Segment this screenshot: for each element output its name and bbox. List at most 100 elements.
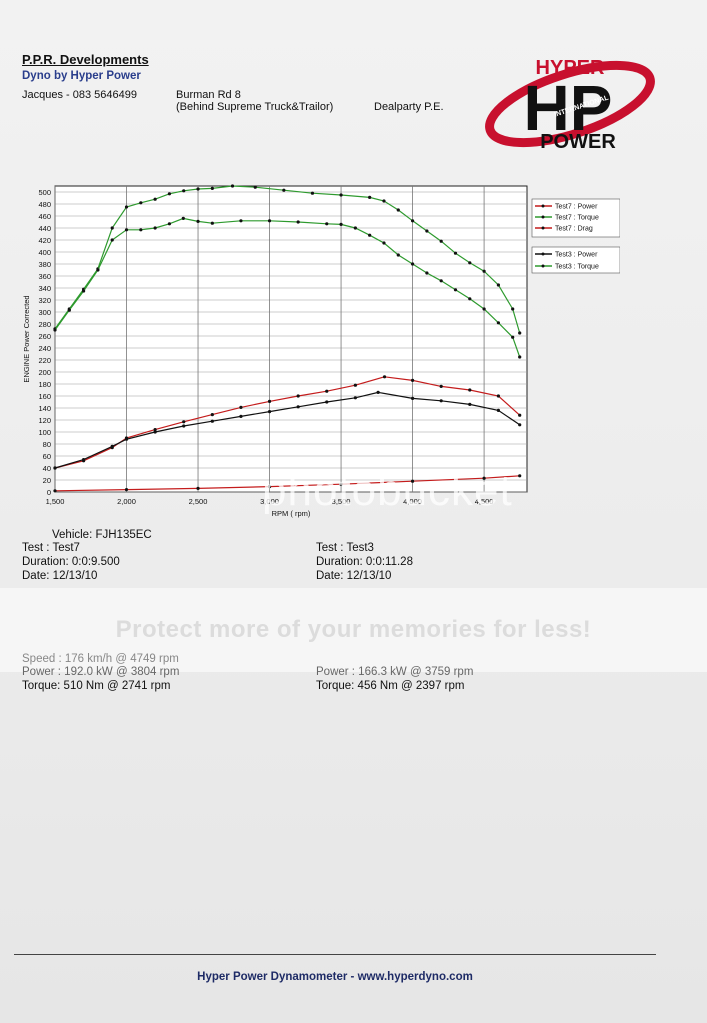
data-point [82,458,86,462]
plot-area [54,185,528,493]
series-line-4 [54,217,521,358]
data-point [82,289,86,293]
data-point [153,226,157,230]
y-tick-label: 220 [38,356,51,365]
photobucket-watermark: photobucket [262,466,513,515]
data-point [239,414,243,418]
data-point [53,328,57,332]
data-point [339,222,343,226]
test3-power-result: Power : 166.3 kW @ 3759 rpm [316,666,474,678]
x-tick-label: 3,500 [332,497,351,506]
data-point [153,428,157,432]
data-point [239,405,243,409]
data-point [410,219,415,223]
data-point [482,269,486,273]
data-point [230,184,235,188]
dyno-chart: 0 20 40 60 80 100 120 140 160 180 200 220 240 260 280 3… [22,184,620,518]
x-tick-label: 4,000 [403,497,422,506]
y-tick-label: 180 [38,380,51,389]
data-point [296,394,300,398]
test3-name: Test : Test3 [316,542,374,554]
promo-banner-text[interactable]: Protect more of your memories for less! [115,616,592,643]
chart-axes: 0 20 40 60 80 100 120 140 160 180 200 220 240 260 280 3… [22,188,493,518]
y-tick-label: 440 [38,224,51,233]
data-point [325,389,329,393]
vehicle-label: Vehicle: FJH135EC [52,529,152,541]
data-point [518,331,522,335]
data-point [496,283,500,287]
test3-torque-result: Torque: 456 Nm @ 2397 rpm [316,680,465,692]
data-point [139,201,143,205]
data-point [439,239,443,243]
test3-duration: Duration: 0:0:11.28 [316,556,413,568]
logo-bottom-text: POWER [540,131,616,152]
y-tick-label: 460 [38,212,51,221]
test7-power-result: Power : 192.0 kW @ 3804 rpm [22,666,180,678]
chart-legend: Test7 : Power Test7 : Torque Test7 : Drag T… [531,198,620,274]
test3-info: Test : Test3 Duration: 0:0:11.28 Date: 1… [316,541,413,583]
y-tick-label: 320 [38,296,51,305]
data-point [124,228,129,232]
test7-torque-result: Torque: 510 Nm @ 2741 rpm [22,680,171,692]
address-line-1: Burman Rd 8 [176,89,241,101]
data-point [339,193,343,197]
data-point [210,186,214,190]
y-tick-label: 280 [38,320,51,329]
data-point [468,297,472,301]
data-point [410,378,415,382]
company-name: P.P.R. Developments [22,52,149,67]
data-point [267,219,272,223]
contact-line: Jacques - 083 5646499 [22,89,137,101]
series-line-0 [54,376,521,469]
y-tick-label: 340 [38,284,51,293]
y-tick-label: 80 [43,440,51,449]
data-point [139,228,143,232]
y-tick-label: 120 [38,416,51,425]
data-point [182,420,186,424]
legend-entry: Test7 : Drag [555,226,593,233]
hyper-power-logo: HYPER HP INTERNATIONAL POWER [485,57,655,152]
data-point [182,424,186,428]
data-point [210,413,214,417]
x-axis-label: RPM ( rpm) [272,509,311,518]
data-point [196,187,200,191]
speed-result: Speed : 176 km/h @ 4749 rpm [22,653,179,665]
data-point [496,321,500,325]
test3-date: Date: 12/13/10 [316,570,392,582]
legend-marker [541,215,545,219]
y-axis-label: ENGINE Power Corrected [22,295,31,382]
y-tick-label: 40 [43,464,51,473]
x-tick-label: 2,500 [189,497,208,506]
data-point [468,261,472,265]
data-point [53,489,57,493]
data-point [167,192,172,196]
legend-marker [541,252,545,256]
data-point [182,189,186,193]
data-point [353,383,357,387]
legend-entry: Test3 : Power [555,252,598,259]
footer-text: Hyper Power Dynamometer - www.hyperdyno.… [197,971,473,983]
data-point [181,216,185,220]
data-point [439,399,443,403]
data-point [518,423,522,427]
data-point [325,222,329,226]
data-point [167,222,172,226]
data-point [296,405,300,409]
data-point [410,396,415,400]
data-point [382,241,386,245]
test7-info: Test : Test7 Duration: 0:0:9.500 Date: 1… [22,541,120,583]
data-point [310,191,315,195]
data-point [511,335,515,339]
x-tick-label: 4,500 [475,497,494,506]
data-point [518,355,522,359]
series-line-2 [54,475,520,492]
promo-banner[interactable] [0,588,707,672]
data-point [382,375,387,379]
logo-mark-text: HP [524,72,613,144]
legend-marker [541,264,545,268]
data-point [124,488,129,492]
y-tick-label: 380 [38,260,51,269]
data-point [453,288,458,292]
data-point [282,188,286,192]
dyno-subtitle: Dyno by Hyper Power [22,70,141,82]
